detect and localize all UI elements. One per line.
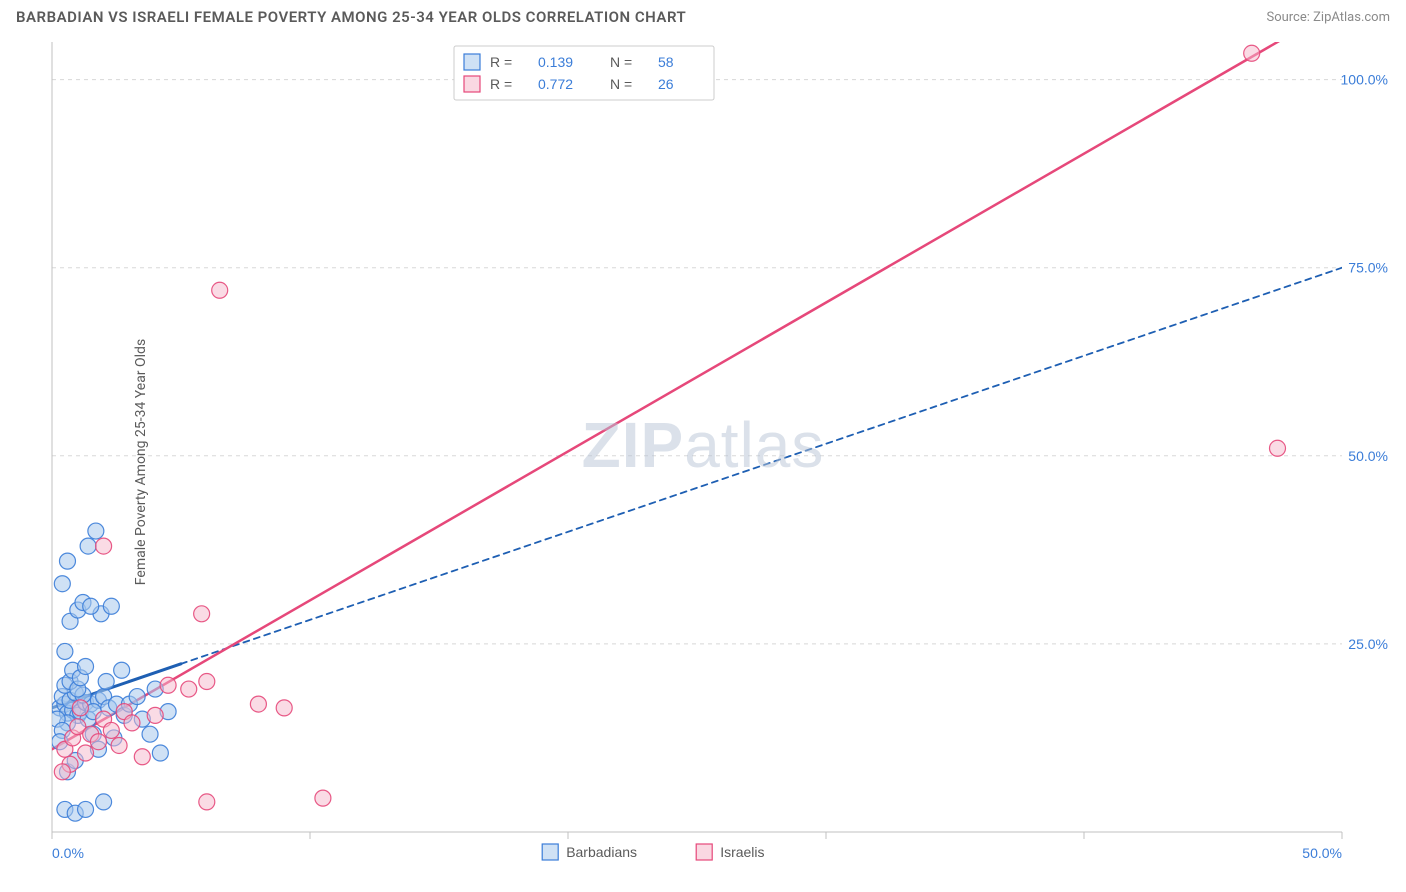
svg-text:25.0%: 25.0% [1348, 636, 1388, 652]
scatter-chart: 0.0% 50.0% 25.0% 50.0% 75.0% 100.0% R = 0.139 N … [0, 32, 1406, 892]
svg-text:Israelis: Israelis [720, 844, 764, 860]
chart-container: Female Poverty Among 25-34 Year Olds 0.0… [0, 32, 1406, 892]
svg-text:0.139: 0.139 [538, 54, 573, 70]
svg-text:0.772: 0.772 [538, 76, 573, 92]
svg-text:Barbadians: Barbadians [566, 844, 637, 860]
svg-text:N =: N = [610, 54, 632, 70]
svg-text:R =: R = [490, 76, 512, 92]
svg-text:26: 26 [658, 76, 674, 92]
y-axis-label: Female Poverty Among 25-34 Year Olds [133, 339, 149, 585]
svg-text:R =: R = [490, 54, 512, 70]
chart-title: BARBADIAN VS ISRAELI FEMALE POVERTY AMON… [16, 8, 686, 26]
svg-text:58: 58 [658, 54, 674, 70]
svg-text:75.0%: 75.0% [1348, 260, 1388, 276]
source-attribution: Source: ZipAtlas.com [1266, 10, 1390, 25]
svg-text:0.0%: 0.0% [52, 845, 84, 861]
svg-text:50.0%: 50.0% [1348, 448, 1388, 464]
svg-text:100.0%: 100.0% [1341, 72, 1388, 88]
svg-text:50.0%: 50.0% [1302, 845, 1342, 861]
svg-text:N =: N = [610, 76, 632, 92]
